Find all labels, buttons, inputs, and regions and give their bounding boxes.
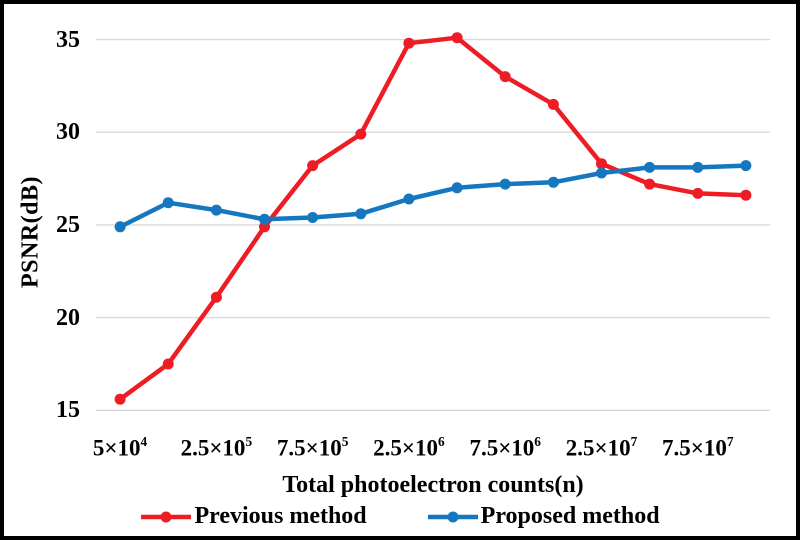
legend-line-marker (141, 511, 192, 522)
legend: Previous method Proposed method (4, 503, 796, 530)
plot-area (96, 32, 770, 411)
y-tick-label: 15 (56, 397, 80, 424)
data-point-marker (210, 291, 222, 303)
x-tick-label: 2.5×107 (565, 434, 638, 461)
legend-label: Proposed method (480, 503, 660, 529)
data-point-marker (740, 189, 752, 201)
data-point-marker (451, 182, 463, 194)
x-tick-label: 7.5×105 (276, 434, 349, 461)
previous-method-line (117, 35, 749, 402)
data-point-marker (259, 213, 270, 225)
x-tick-label: 5×104 (92, 434, 148, 461)
y-tick-label: 30 (56, 119, 80, 146)
data-point-marker (403, 37, 415, 49)
data-point-marker (499, 71, 511, 83)
data-point-marker (355, 208, 367, 220)
data-point-marker (547, 98, 559, 110)
y-tick-label: 20 (56, 304, 80, 331)
x-axis-title: Total photoelectron counts(n) (282, 472, 584, 498)
data-point-marker (451, 32, 463, 44)
data-point-marker (596, 158, 607, 170)
y-tick-label: 35 (56, 26, 80, 53)
data-point-marker (114, 393, 126, 405)
y-tick-label: 25 (56, 211, 80, 238)
legend-item-proposed-method: Proposed method (427, 503, 660, 530)
x-tick-label: 2.5×106 (373, 434, 445, 461)
data-point-marker (499, 178, 511, 190)
data-point-marker (547, 176, 559, 188)
x-tick-label: 7.5×107 (662, 434, 734, 461)
data-point-marker (162, 197, 174, 209)
data-point-marker (355, 128, 367, 140)
data-point-marker (114, 221, 126, 233)
data-point-marker (403, 193, 415, 205)
proposed-method-line (117, 163, 749, 230)
data-point-marker (162, 358, 174, 370)
data-point-marker (692, 187, 704, 199)
legend-item-previous-method: Previous method (140, 503, 367, 530)
data-point-marker (740, 160, 752, 172)
data-point-marker (596, 167, 607, 179)
data-point-marker (644, 178, 656, 190)
data-point-marker (210, 204, 222, 216)
x-tick-label: 7.5×106 (469, 434, 541, 461)
y-axis-title: PSNR(dB) (17, 175, 44, 289)
x-tick-label: 2.5×105 (180, 434, 253, 461)
legend-label: Previous method (194, 503, 367, 529)
data-point-marker (692, 161, 704, 173)
data-point-marker (307, 212, 319, 223)
data-point-marker (644, 161, 656, 173)
legend-line-marker (427, 511, 478, 522)
data-point-marker (307, 160, 319, 172)
